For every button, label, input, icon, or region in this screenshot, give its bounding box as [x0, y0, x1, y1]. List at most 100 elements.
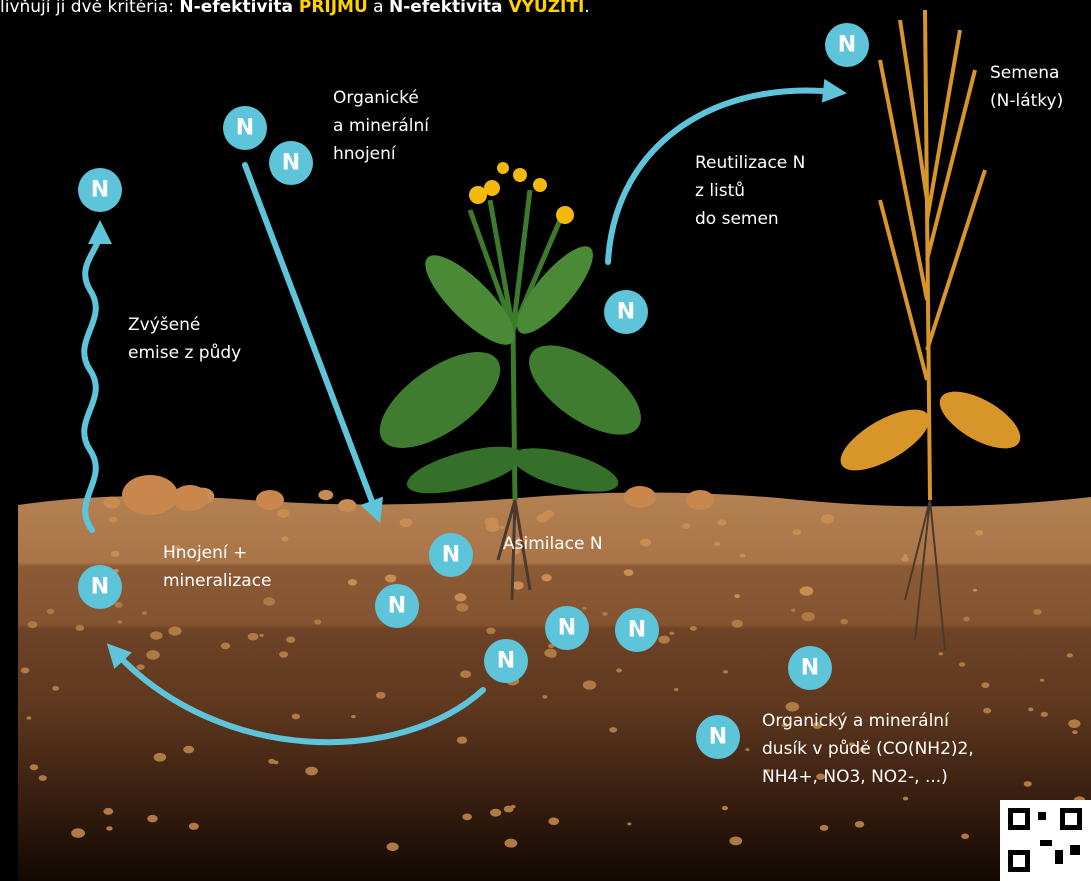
pebble	[791, 609, 795, 612]
pebble	[376, 692, 386, 699]
pebble	[103, 497, 120, 509]
pebble	[674, 688, 679, 691]
label-line: Zvýšené	[128, 315, 200, 335]
pebble	[511, 805, 516, 809]
pebble	[792, 529, 801, 535]
pebble	[338, 499, 356, 512]
pebble	[723, 670, 728, 673]
pebble	[669, 632, 674, 635]
pebble	[1028, 708, 1033, 712]
pebble	[732, 620, 743, 628]
pebble	[221, 643, 231, 650]
pebble	[111, 551, 120, 557]
pebble	[485, 517, 499, 527]
nitrogen-label: N	[282, 151, 300, 176]
pebble	[973, 589, 977, 592]
pebble	[106, 826, 112, 830]
pebble	[76, 625, 85, 631]
label-line: emise z půdy	[128, 343, 241, 363]
pebble	[1024, 781, 1032, 787]
pebble	[21, 667, 30, 673]
nitrogen-label: N	[91, 575, 109, 600]
pebble	[39, 775, 47, 781]
label-line: Asimilace N	[503, 534, 603, 554]
nitrogen-label: N	[91, 178, 109, 203]
pebble	[268, 759, 275, 764]
pebble	[542, 695, 547, 699]
pebble	[541, 574, 551, 581]
pebble	[457, 736, 467, 743]
pebble	[117, 620, 122, 623]
nitrogen-label: N	[628, 618, 646, 643]
pebble	[385, 574, 396, 582]
pebble	[583, 680, 596, 689]
pebble	[722, 806, 728, 810]
label-line: hnojení	[333, 144, 397, 164]
pebble	[456, 603, 468, 612]
label-line: (N-látky)	[990, 91, 1063, 111]
pebble	[536, 514, 549, 523]
nitrogen-label: N	[838, 33, 856, 58]
pebble	[821, 514, 835, 523]
pebble	[122, 475, 178, 515]
pebble	[305, 767, 318, 776]
pebble	[1067, 653, 1073, 657]
pebble	[959, 662, 965, 666]
pebble	[1041, 712, 1048, 717]
nitrogen-label: N	[236, 116, 254, 141]
pebble	[983, 708, 991, 714]
pebble	[800, 586, 814, 595]
pebble	[52, 686, 59, 691]
pebble	[1068, 719, 1080, 728]
label-line: do semen	[695, 209, 779, 229]
pebble	[714, 542, 720, 546]
pebble	[686, 490, 714, 510]
pebble	[462, 813, 472, 820]
pebble	[640, 539, 651, 547]
pebble	[281, 536, 288, 541]
pebble	[624, 569, 634, 576]
pebble	[903, 797, 908, 801]
pebble	[548, 818, 559, 826]
pebble	[682, 523, 690, 529]
pebble	[286, 637, 295, 643]
pebble	[455, 593, 467, 601]
nitrogen-label: N	[617, 300, 635, 325]
pebble	[314, 619, 321, 624]
pebble	[189, 823, 199, 830]
label-line: mineralizace	[163, 571, 272, 591]
pebble	[103, 808, 113, 815]
pebble	[292, 714, 300, 720]
pebble	[938, 652, 943, 655]
pebble	[263, 597, 275, 605]
pebble	[137, 664, 145, 670]
pebble	[142, 611, 147, 615]
pebble	[30, 764, 39, 770]
header: livňují ji dvě kritéria: N-efektivita PŘ…	[0, 0, 590, 17]
pebble	[717, 519, 726, 525]
pebble	[47, 609, 55, 614]
label-line: Reutilizace N	[695, 153, 805, 173]
pebble	[802, 612, 815, 621]
label-line: Hnojení +	[163, 543, 247, 563]
pebble	[351, 715, 356, 718]
pebble	[114, 602, 122, 608]
label-line: Organický a minerální	[762, 711, 950, 731]
label-line: a minerální	[333, 116, 430, 136]
pebble	[582, 607, 586, 610]
pebble	[109, 517, 117, 523]
nitrogen-label: N	[801, 656, 819, 681]
pebble	[658, 636, 670, 644]
diagram: livňují ji dvě kritéria: N-efektivita PŘ…	[0, 0, 1091, 881]
nitrogen-label: N	[388, 594, 406, 619]
pebble	[963, 617, 969, 622]
pebble	[147, 815, 158, 822]
label-line: dusík v půdě (CO(NH2)2,	[762, 739, 974, 759]
pebble	[387, 843, 399, 852]
pebble	[27, 621, 37, 628]
pebble	[400, 518, 413, 527]
pebble	[146, 650, 160, 659]
pebble	[348, 579, 357, 585]
qr-code	[1000, 800, 1091, 881]
pebble	[183, 746, 194, 754]
